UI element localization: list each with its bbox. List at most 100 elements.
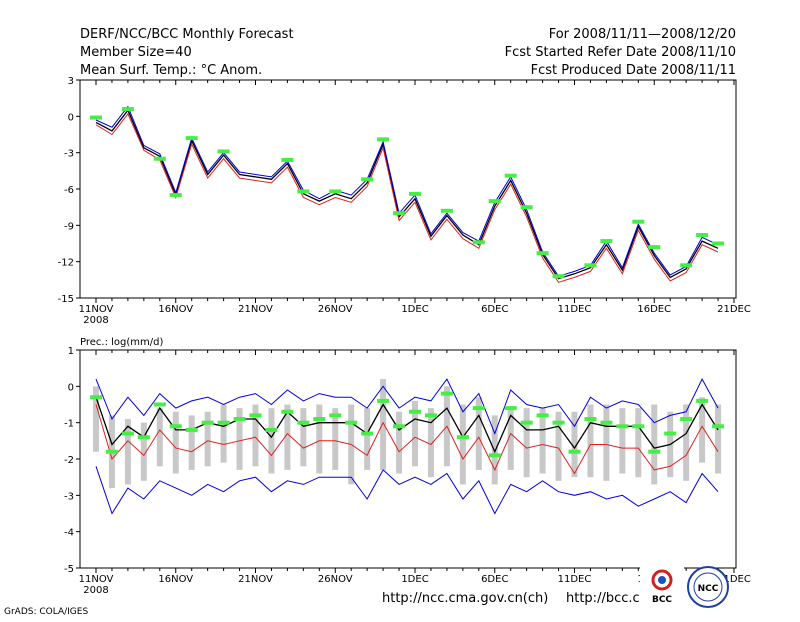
ensemble-bar — [683, 404, 690, 481]
observed-marker — [249, 413, 262, 418]
observed-marker — [712, 241, 725, 246]
observed-marker — [456, 435, 469, 440]
ensemble-bar — [236, 408, 243, 470]
y-tick-label: -6 — [64, 185, 74, 196]
observed-marker — [281, 409, 294, 414]
title-line2: Member Size=40 — [80, 45, 192, 60]
ensemble-bar — [699, 397, 706, 463]
x-tick-label: 21DEC — [717, 304, 751, 315]
observed-marker — [584, 417, 597, 422]
x-tick-label: 6DEC — [481, 574, 508, 585]
observed-marker — [664, 431, 677, 436]
ensemble-bar — [268, 408, 275, 474]
y-tick-label: 1 — [68, 346, 74, 357]
x-tick-label: 26NOV — [318, 304, 353, 315]
refer-date: Fcst Started Refer Date 2008/11/10 — [505, 45, 736, 60]
observed-marker — [409, 191, 421, 196]
observed-marker — [520, 420, 533, 425]
observed-marker — [680, 263, 693, 268]
observed-marker — [281, 157, 294, 162]
ensemble-bar — [459, 404, 466, 485]
produced-date: Fcst Produced Date 2008/11/11 — [531, 63, 736, 78]
y-tick-label: -15 — [58, 294, 74, 305]
observed-marker — [217, 149, 230, 154]
observed-marker — [409, 409, 421, 414]
ncc-logo: NCC — [687, 566, 729, 608]
observed-marker — [361, 431, 374, 436]
observed-marker — [297, 189, 310, 194]
ensemble-bar — [715, 404, 722, 474]
observed-marker — [313, 417, 326, 422]
temperature-chart: Prec.: log(mm/d) 3 0 -3 -6 -9 -12 -15 11NOV 16NO… — [58, 76, 751, 348]
observed-marker — [377, 398, 390, 403]
x-tick-label: 11NOV — [79, 574, 114, 585]
observed-marker — [345, 420, 358, 425]
y-tick-label: -4 — [64, 528, 74, 539]
y-tick-label: -12 — [58, 258, 74, 269]
x-tick-label: 1DEC — [401, 574, 428, 585]
observed-marker — [680, 417, 693, 422]
ensemble-bar — [380, 379, 387, 470]
series-line — [95, 112, 719, 283]
ensemble-bar — [140, 422, 147, 481]
ensemble-bar — [523, 408, 530, 478]
observed-marker — [536, 251, 549, 256]
x-tick-label: 16DEC — [637, 304, 671, 315]
x-tick-label: 11DEC — [558, 574, 592, 585]
observed-marker — [600, 239, 613, 244]
ensemble-bar — [300, 408, 307, 467]
observed-marker — [504, 173, 517, 178]
ensemble-bar — [252, 404, 259, 467]
url-ch[interactable]: http://ncc.cma.gov.cn(ch) — [382, 591, 548, 606]
title-line3: Mean Surf. Temp.: °C Anom. — [80, 63, 262, 78]
observed-marker — [105, 449, 118, 454]
observed-marker — [488, 199, 501, 204]
observed-marker — [552, 420, 565, 425]
series-line — [95, 466, 719, 515]
ensemble-bar — [332, 408, 339, 470]
observed-marker — [233, 417, 246, 422]
observed-marker — [329, 189, 342, 194]
ensemble-bar — [204, 411, 211, 467]
x-tick-label: 26NOV — [318, 574, 353, 585]
ensemble-bar — [220, 404, 227, 463]
ensemble-bar — [587, 404, 594, 478]
y-tick-label: 3 — [68, 76, 74, 87]
ensemble-bar — [539, 408, 546, 474]
observed-marker — [393, 211, 406, 216]
y-tick-label: 0 — [68, 112, 74, 123]
ensemble-bar — [124, 419, 131, 485]
precipitation-chart: 1 0 -1 -2 -3 -4 -5 11NOV 16NOV 21NOV 26NOV 1DEC 6DEC… — [64, 346, 751, 596]
observed-marker — [361, 177, 374, 182]
observed-marker — [520, 205, 533, 210]
series-line — [95, 105, 719, 277]
observed-marker — [488, 453, 501, 458]
y-tick-label: -9 — [64, 221, 74, 232]
x-year-label: 2008 — [83, 585, 108, 596]
x-tick-label: 11DEC — [558, 304, 592, 315]
ensemble-bar — [427, 408, 434, 478]
observed-marker — [472, 240, 485, 245]
title-line1: DERF/NCC/BCC Monthly Forecast — [80, 27, 294, 42]
observed-marker — [696, 233, 709, 238]
ensemble-bar — [635, 408, 642, 478]
observed-marker — [90, 115, 102, 120]
observed-marker — [377, 137, 390, 142]
observed-marker — [169, 424, 182, 429]
x-tick-label: 21DEC — [717, 574, 751, 585]
observed-marker — [265, 427, 278, 432]
x-tick-label: 21NOV — [238, 304, 273, 315]
observed-marker — [696, 398, 709, 403]
ensemble-bar — [491, 415, 498, 485]
observed-marker — [121, 431, 134, 436]
observed-marker — [712, 424, 725, 429]
ensemble-bar — [396, 411, 403, 474]
forecast-period: For 2008/11/11—2008/12/20 — [549, 27, 736, 42]
x-tick-label: 11NOV — [79, 304, 114, 315]
observed-marker — [440, 391, 453, 396]
bcc-logo: BCC — [640, 566, 684, 610]
url-bcc[interactable]: http://bcc.c — [566, 591, 640, 606]
ensemble-bar — [475, 397, 482, 470]
series-line — [95, 109, 719, 280]
